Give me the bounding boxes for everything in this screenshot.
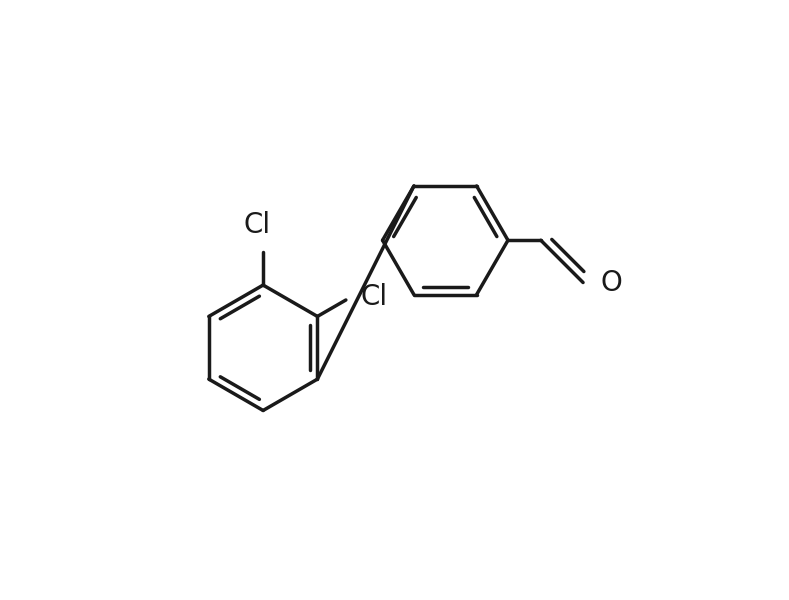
Text: Cl: Cl [361,283,388,311]
Text: O: O [601,269,623,296]
Text: Cl: Cl [244,211,271,239]
